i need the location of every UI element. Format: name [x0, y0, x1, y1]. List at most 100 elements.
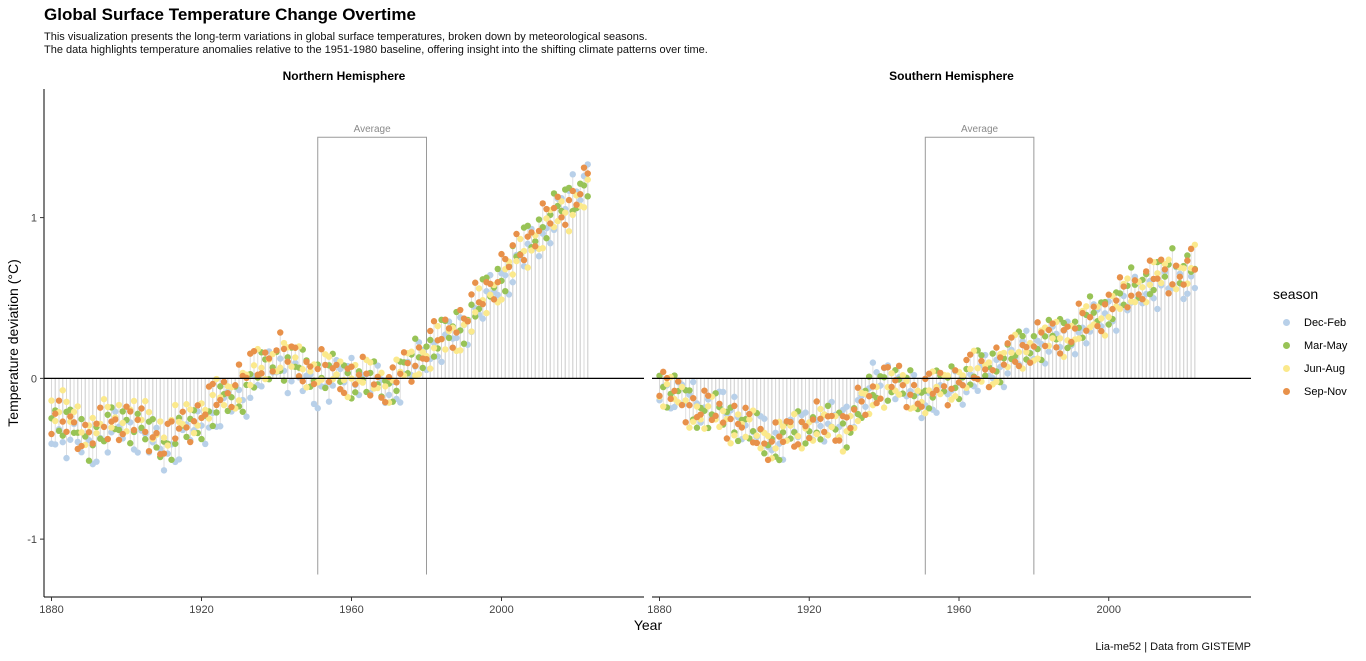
x-tick-label: 2000	[489, 604, 513, 616]
data-point	[858, 398, 865, 405]
data-point	[817, 415, 824, 422]
data-point	[145, 408, 153, 416]
data-point	[910, 381, 918, 389]
data-point	[813, 431, 820, 438]
legend-dot-dec-feb	[1283, 319, 1290, 326]
data-point	[738, 424, 746, 431]
data-point	[660, 368, 667, 376]
data-point	[408, 378, 415, 385]
data-point	[213, 401, 220, 409]
data-point	[1187, 273, 1195, 280]
data-point	[1154, 305, 1161, 313]
data-point	[487, 280, 494, 288]
data-point	[689, 378, 697, 386]
data-point	[543, 215, 550, 222]
data-point	[584, 176, 591, 183]
data-point	[127, 408, 134, 415]
data-point	[112, 416, 119, 423]
data-point	[250, 347, 258, 355]
data-point	[63, 398, 70, 406]
data-point	[194, 422, 201, 429]
data-point	[483, 274, 490, 281]
data-point	[63, 454, 70, 462]
data-point	[449, 344, 456, 351]
data-point	[258, 383, 265, 390]
data-point	[190, 418, 198, 425]
data-point	[899, 372, 907, 379]
data-point	[764, 432, 772, 440]
data-point	[693, 424, 701, 431]
data-point	[1083, 303, 1090, 310]
data-point	[828, 412, 835, 420]
data-point	[562, 209, 569, 216]
data-point	[153, 424, 160, 432]
subtitle-line-2: The data highlights temperature anomalie…	[44, 44, 708, 56]
data-point	[419, 364, 426, 372]
data-point	[1146, 257, 1154, 264]
data-point	[993, 378, 1000, 385]
data-point	[172, 435, 179, 442]
data-point	[1101, 301, 1109, 308]
data-point	[404, 359, 411, 367]
data-point	[59, 418, 66, 425]
data-point	[716, 400, 723, 407]
data-point	[535, 216, 543, 223]
data-point	[903, 403, 910, 411]
data-point	[1169, 281, 1176, 288]
data-point	[772, 419, 779, 426]
data-point	[1045, 326, 1053, 334]
data-point	[93, 420, 100, 427]
data-point	[1124, 304, 1131, 311]
data-point	[408, 348, 415, 355]
average-label: Average	[961, 124, 999, 135]
data-point	[145, 447, 153, 455]
data-point	[828, 423, 835, 431]
data-point	[1083, 340, 1090, 347]
data-point	[753, 432, 761, 439]
data-point	[457, 347, 464, 354]
data-point	[378, 369, 385, 377]
data-point	[340, 389, 348, 397]
data-point	[925, 370, 933, 377]
data-point	[873, 399, 880, 407]
data-point	[168, 456, 175, 463]
data-point	[1030, 343, 1038, 350]
data-point	[430, 344, 438, 352]
data-point	[813, 398, 820, 405]
data-point	[1142, 268, 1150, 275]
data-point	[303, 358, 310, 366]
legend-title: season	[1273, 286, 1319, 302]
data-point	[1135, 291, 1142, 298]
data-point	[671, 403, 678, 411]
data-point	[847, 424, 854, 432]
data-point	[445, 334, 453, 342]
data-point	[104, 403, 111, 411]
data-point	[209, 391, 216, 399]
data-point	[817, 405, 824, 413]
data-point	[55, 397, 63, 404]
data-point	[1116, 290, 1124, 297]
data-point	[1034, 355, 1041, 362]
data-point	[704, 403, 712, 410]
data-point	[307, 363, 314, 370]
data-point	[922, 409, 929, 417]
x-tick-label: 2000	[1096, 604, 1120, 616]
data-point	[727, 415, 734, 423]
y-tick-label: -1	[27, 534, 37, 546]
data-point	[565, 196, 573, 204]
data-point	[1053, 344, 1060, 351]
data-point	[907, 391, 914, 398]
data-point	[247, 381, 254, 389]
legend-label-sep-nov: Sep-Nov	[1304, 385, 1347, 398]
data-point	[220, 378, 228, 386]
data-point	[584, 193, 591, 200]
data-point	[502, 287, 509, 295]
data-point	[910, 371, 918, 379]
data-point	[258, 364, 265, 372]
data-point	[322, 384, 329, 392]
data-point	[63, 428, 70, 435]
data-point	[393, 387, 400, 395]
data-point	[393, 379, 400, 386]
data-point	[1068, 338, 1075, 346]
data-point	[978, 357, 985, 365]
